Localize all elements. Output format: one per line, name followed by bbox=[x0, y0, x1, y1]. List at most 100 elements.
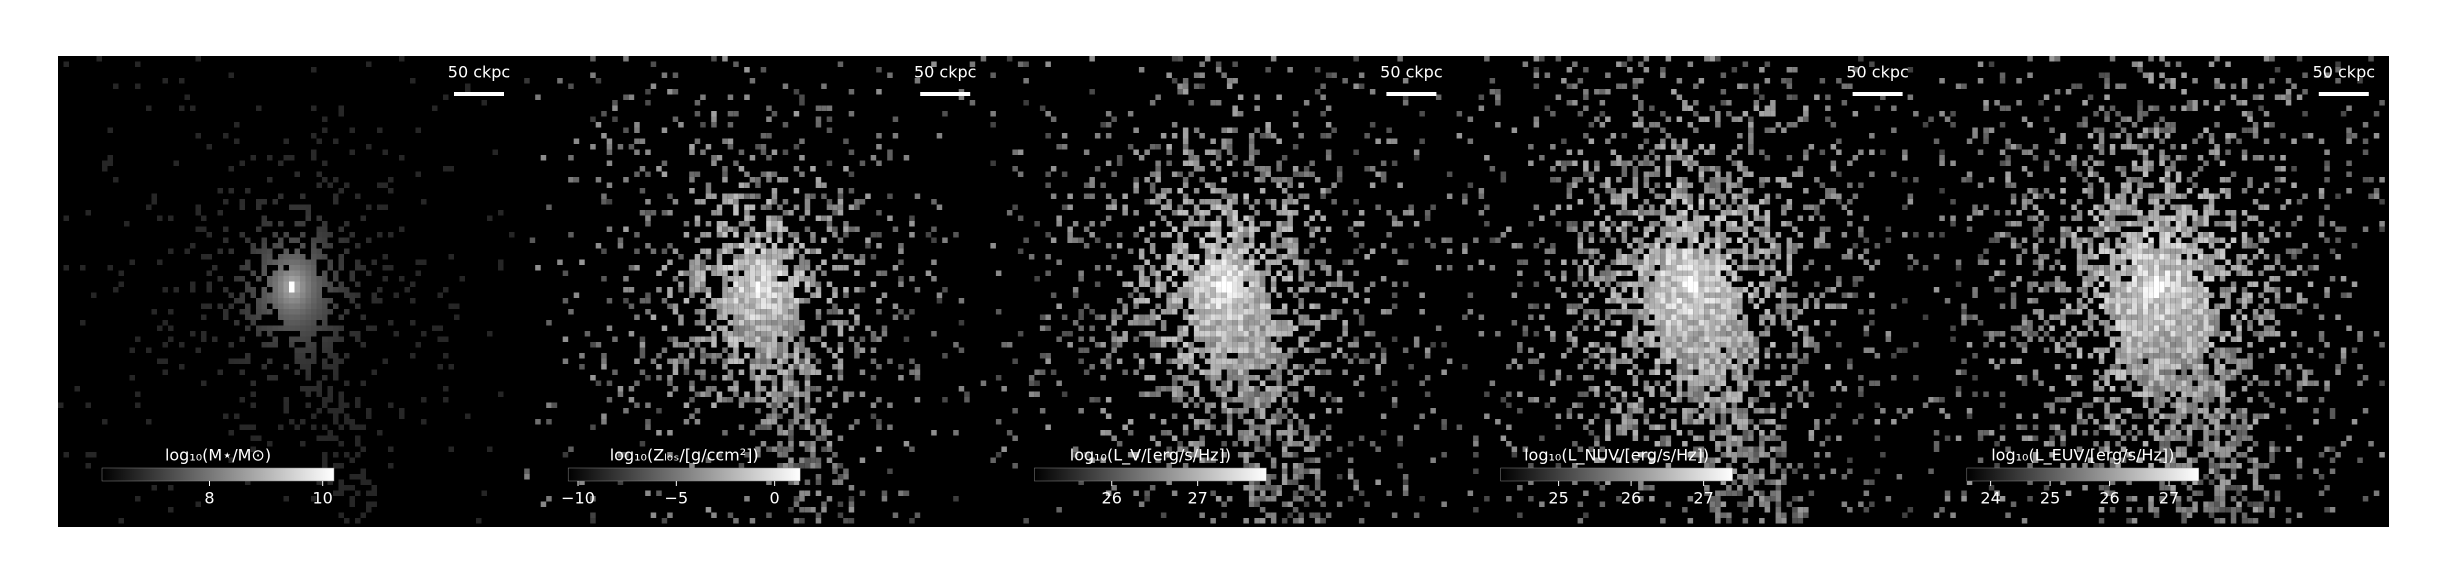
map-pixel bbox=[1056, 380, 1062, 386]
map-pixel bbox=[1704, 298, 1710, 304]
map-pixel bbox=[1232, 111, 1238, 117]
map-pixel bbox=[749, 342, 756, 348]
map-pixel bbox=[1215, 358, 1222, 364]
map-pixel bbox=[1676, 358, 1683, 364]
map-pixel bbox=[283, 496, 289, 502]
map-pixel bbox=[1742, 463, 1749, 469]
map-pixel bbox=[1737, 474, 1743, 480]
map-pixel bbox=[261, 265, 267, 271]
map-pixel bbox=[1715, 314, 1721, 320]
map-pixel bbox=[1594, 413, 1600, 419]
map-pixel bbox=[1309, 215, 1315, 221]
map-pixel bbox=[1072, 452, 1079, 458]
map-pixel bbox=[1748, 435, 1754, 441]
map-pixel bbox=[1237, 265, 1244, 271]
map-pixel bbox=[1215, 336, 1222, 342]
map-pixel bbox=[771, 243, 778, 249]
map-pixel bbox=[1050, 166, 1057, 172]
map-pixel bbox=[1408, 210, 1414, 216]
map-pixel bbox=[1654, 303, 1661, 309]
map-pixel bbox=[1287, 380, 1293, 386]
map-pixel bbox=[300, 358, 306, 364]
map-pixel bbox=[601, 199, 607, 205]
map-pixel bbox=[1720, 408, 1727, 414]
map-pixel bbox=[1709, 380, 1716, 386]
map-pixel bbox=[1594, 276, 1600, 282]
map-pixel bbox=[1687, 320, 1694, 326]
map-pixel bbox=[1643, 419, 1650, 425]
map-pixel bbox=[1144, 391, 1150, 397]
map-pixel bbox=[1309, 281, 1315, 287]
map-pixel bbox=[777, 303, 783, 309]
map-pixel bbox=[1676, 397, 1683, 403]
map-pixel bbox=[1671, 199, 1677, 205]
map-pixel bbox=[1649, 188, 1655, 194]
map-pixel bbox=[1676, 309, 1683, 315]
map-pixel bbox=[1616, 424, 1622, 430]
map-pixel bbox=[1654, 248, 1661, 254]
map-pixel bbox=[628, 265, 635, 271]
map-pixel bbox=[1654, 243, 1661, 249]
map-pixel bbox=[1627, 402, 1633, 408]
map-pixel bbox=[804, 490, 811, 496]
map-pixel bbox=[705, 221, 712, 227]
map-pixel bbox=[1182, 314, 1189, 320]
map-pixel bbox=[300, 259, 306, 265]
map-pixel bbox=[727, 94, 734, 100]
map-pixel bbox=[1237, 430, 1244, 436]
map-pixel bbox=[1671, 270, 1677, 276]
map-pixel bbox=[1621, 397, 1628, 403]
map-pixel bbox=[1682, 259, 1688, 265]
map-pixel bbox=[1166, 221, 1172, 227]
map-pixel bbox=[1726, 358, 1732, 364]
map-pixel bbox=[1676, 347, 1683, 353]
map-pixel bbox=[1353, 292, 1359, 298]
map-panel bbox=[524, 56, 987, 524]
map-pixel bbox=[1748, 221, 1754, 227]
map-pixel bbox=[876, 133, 882, 139]
map-pixel bbox=[1303, 287, 1310, 293]
map-pixel bbox=[766, 375, 772, 381]
map-pixel bbox=[832, 287, 838, 293]
map-pixel bbox=[118, 270, 124, 276]
map-pixel bbox=[1654, 166, 1661, 172]
map-pixel bbox=[1709, 364, 1716, 370]
map-pixel bbox=[1693, 254, 1699, 260]
map-pixel bbox=[1693, 303, 1699, 309]
map-pixel bbox=[529, 237, 536, 243]
map-pixel bbox=[859, 369, 866, 375]
map-pixel bbox=[1204, 325, 1211, 331]
map-pixel bbox=[1204, 424, 1211, 430]
map-pixel bbox=[678, 270, 684, 276]
map-pixel bbox=[1649, 210, 1655, 216]
map-pixel bbox=[766, 254, 772, 260]
map-pixel bbox=[1193, 232, 1200, 238]
map-pixel bbox=[821, 419, 827, 425]
map-pixel bbox=[535, 94, 541, 100]
map-pixel bbox=[1588, 419, 1595, 425]
map-pixel bbox=[1309, 468, 1315, 474]
map-pixel bbox=[1720, 281, 1727, 287]
map-pixel bbox=[261, 309, 267, 315]
map-pixel bbox=[1325, 424, 1332, 430]
map-pixel bbox=[766, 402, 772, 408]
map-pixel bbox=[1177, 265, 1183, 271]
map-pixel bbox=[1375, 446, 1381, 452]
map-pixel bbox=[305, 292, 311, 298]
map-pixel bbox=[1676, 226, 1683, 232]
map-pixel bbox=[909, 276, 915, 282]
map-pixel bbox=[1605, 435, 1611, 441]
map-pixel bbox=[804, 226, 811, 232]
map-pixel bbox=[799, 94, 805, 100]
map-pixel bbox=[1698, 364, 1705, 370]
map-pixel bbox=[1254, 210, 1260, 216]
map-pixel bbox=[1643, 171, 1650, 177]
map-pixel bbox=[1254, 424, 1260, 430]
map-pixel bbox=[1720, 430, 1727, 436]
map-pixel bbox=[1671, 144, 1677, 150]
map-pixel bbox=[722, 298, 728, 304]
map-pixel bbox=[250, 424, 256, 430]
map-pixel bbox=[1375, 479, 1381, 485]
map-pixel bbox=[1254, 397, 1260, 403]
map-pixel bbox=[1320, 369, 1326, 375]
